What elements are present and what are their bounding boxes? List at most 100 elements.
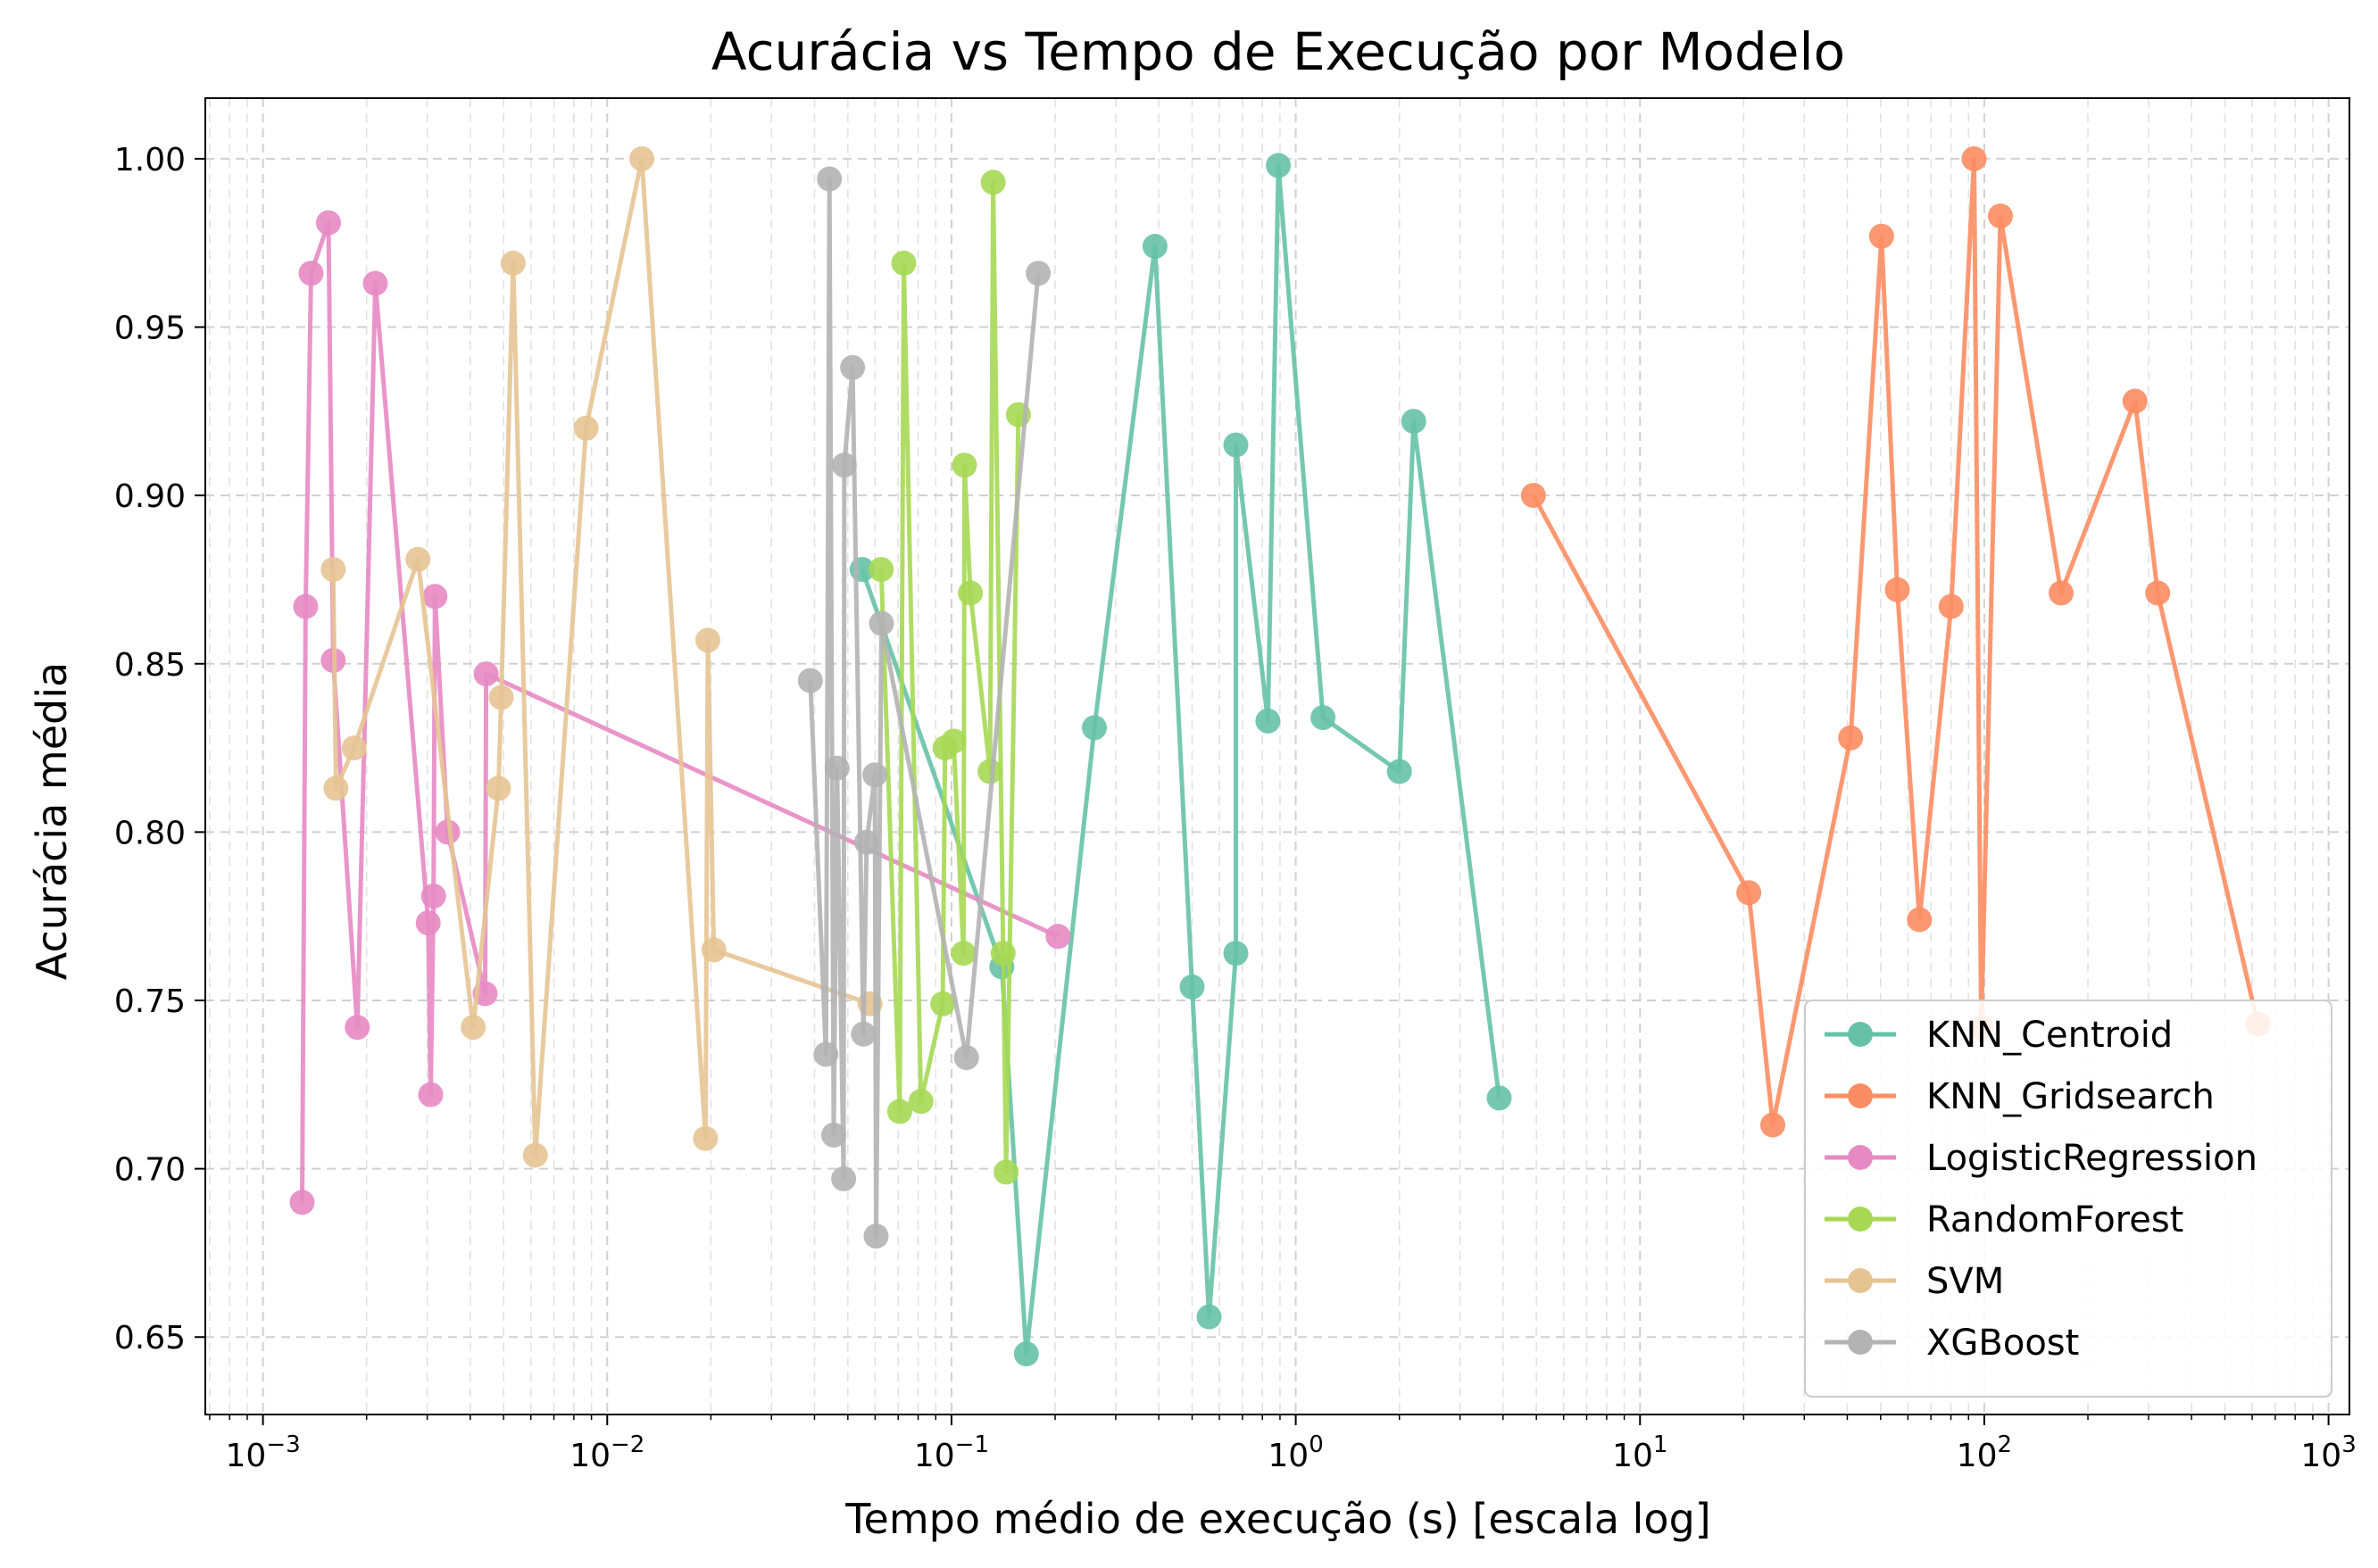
legend-swatch-marker <box>1848 1268 1873 1293</box>
data-point <box>1266 153 1292 178</box>
data-point <box>869 557 894 583</box>
data-point <box>695 627 720 653</box>
data-point <box>1223 941 1249 967</box>
data-point <box>1907 907 1933 933</box>
data-point <box>341 735 367 761</box>
legend-box <box>1804 1000 2332 1398</box>
series-RandomForest <box>869 170 1031 1185</box>
legend-item: SVM <box>1825 1261 2004 1302</box>
x-tick-label: 10−3 <box>226 1431 301 1474</box>
data-point <box>863 1224 889 1249</box>
data-point <box>405 546 431 572</box>
legend-item: LogisticRegression <box>1825 1138 2257 1179</box>
data-point <box>953 1045 979 1071</box>
series-line <box>860 162 1501 1356</box>
data-point <box>1401 409 1426 435</box>
legend-label: RandomForest <box>1926 1199 2183 1240</box>
x-tick-label: 100 <box>1268 1431 1323 1474</box>
data-point <box>435 819 461 845</box>
series-line <box>300 220 1060 1203</box>
data-point <box>461 1015 486 1041</box>
y-tick-label: 0.70 <box>114 1152 186 1189</box>
data-point <box>1760 1112 1785 1138</box>
y-tick-label: 0.95 <box>114 311 186 347</box>
y-tick-label: 0.80 <box>114 815 186 851</box>
series-SVM <box>320 145 883 1168</box>
data-point <box>853 829 879 855</box>
series-KNN_Gridsearch <box>1520 145 2271 1138</box>
data-point <box>1026 261 1052 286</box>
data-point <box>1988 203 2013 228</box>
data-point <box>2122 388 2148 414</box>
data-point <box>797 668 823 693</box>
data-point <box>701 937 727 963</box>
x-tick-label: 102 <box>1957 1431 2012 1474</box>
data-point <box>345 1015 370 1041</box>
data-point <box>952 452 977 478</box>
data-point <box>840 354 866 380</box>
x-tick-label: 10−1 <box>914 1431 989 1474</box>
data-point <box>1838 725 1864 751</box>
data-point <box>2145 580 2171 606</box>
series-XGBoost <box>797 166 1052 1249</box>
data-point <box>821 1122 846 1148</box>
axis-ticks: 0.65 0.70 0.75 0.80 0.85 0.90 0.95 1.00 10−3 10−2… <box>114 142 2357 1474</box>
legend-label: SVM <box>1926 1261 2004 1302</box>
data-point <box>522 1142 548 1168</box>
y-tick-label: 0.65 <box>114 1320 186 1356</box>
data-point <box>1013 1341 1039 1367</box>
legend: KNN_Centroid KNN_Gridsearch LogisticRegres… <box>1804 1000 2332 1398</box>
legend-item: KNN_Centroid <box>1825 1015 2173 1056</box>
data-point <box>298 261 324 286</box>
x-axis-label: Tempo médio de execução (s) [escala log] <box>844 1495 1710 1543</box>
legend-swatch-marker <box>1848 1083 1873 1108</box>
data-point <box>1884 577 1910 602</box>
legend-swatch-marker <box>1848 1207 1873 1232</box>
data-point <box>1868 223 1894 249</box>
data-point <box>316 210 341 236</box>
data-point <box>420 884 446 909</box>
data-point <box>851 1021 877 1047</box>
plot-frame <box>204 97 2350 1415</box>
data-point <box>817 166 843 192</box>
data-point <box>869 610 894 636</box>
data-point <box>1142 234 1168 259</box>
data-point <box>891 250 917 276</box>
data-point <box>1045 924 1071 950</box>
data-point <box>941 728 967 754</box>
data-point <box>573 415 599 441</box>
data-point <box>1196 1304 1222 1330</box>
data-point <box>1938 593 1964 619</box>
x-tick-label: 10−2 <box>570 1431 644 1474</box>
data-point <box>293 593 319 619</box>
data-point <box>886 1099 912 1124</box>
legend-label: KNN_Gridsearch <box>1926 1076 2215 1117</box>
legend-swatch-marker <box>1848 1022 1873 1047</box>
data-point <box>415 910 441 936</box>
data-point <box>488 684 514 710</box>
data-point <box>362 270 388 296</box>
data-point <box>422 584 448 610</box>
data-point <box>2049 580 2074 606</box>
series-layer <box>289 145 2271 1367</box>
x-tick-label: 103 <box>2300 1431 2356 1474</box>
x-tick-label: 101 <box>1612 1431 1667 1474</box>
series-KNN_Centroid <box>849 153 1512 1367</box>
data-point <box>994 1159 1019 1185</box>
legend-swatch-marker <box>1848 1145 1873 1170</box>
data-point <box>500 250 526 276</box>
series-line <box>330 156 871 1157</box>
legend-label: XGBoost <box>1926 1323 2079 1364</box>
data-point <box>977 759 1003 784</box>
data-point <box>980 170 1006 195</box>
data-point <box>1082 715 1107 741</box>
y-tick-label: 0.75 <box>114 983 186 1020</box>
data-point <box>1736 880 1762 906</box>
legend-item: RandomForest <box>1825 1199 2183 1240</box>
legend-label: KNN_Centroid <box>1926 1015 2173 1056</box>
y-tick-label: 1.00 <box>114 142 186 178</box>
data-point <box>320 557 346 583</box>
data-point <box>418 1082 444 1108</box>
y-axis-label: Acurácia média <box>28 662 76 980</box>
data-point <box>930 991 956 1016</box>
